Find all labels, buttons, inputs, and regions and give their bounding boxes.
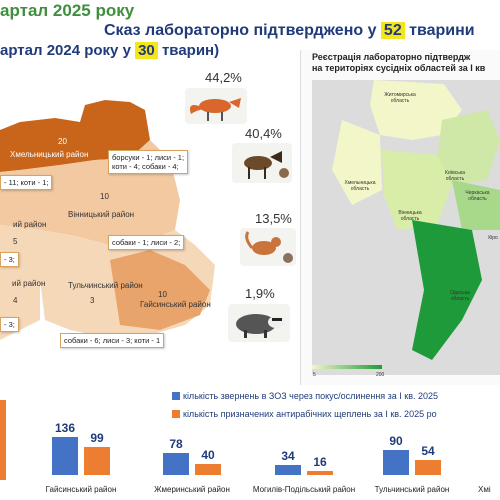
bar-chart: 136 99 Гайсинський район 78 40 Жмеринський ра…	[0, 395, 500, 500]
district-khmelnytskyi: Хмельницький район	[10, 150, 89, 159]
category-label: Гайсинський район	[45, 485, 117, 494]
dog-icon	[232, 143, 292, 183]
bar-blue-label: 78	[169, 437, 183, 452]
pct-fox: 44,2%	[205, 70, 242, 85]
oblast-kyiv: Київська область	[445, 170, 465, 182]
district-tulchynskyi: Тульчинський район	[68, 281, 143, 290]
title-period: артал 2025 року	[0, 1, 135, 20]
scale-min: 5	[313, 372, 316, 378]
oblast-khmelnytska: Хмельницька область	[344, 180, 376, 192]
district-name-left1: ий район	[13, 220, 47, 229]
pct-dog: 40,4%	[245, 126, 282, 141]
bar-blue	[52, 436, 78, 475]
note-haisynskyi: собаки - 6; лиси - 3; коти - 1	[60, 333, 165, 348]
bar-orange-label: 40	[201, 447, 215, 462]
bar-orange	[195, 463, 221, 475]
legend-blue-swatch	[172, 392, 180, 400]
district-haisynskyi: Гайсинський район	[140, 300, 211, 309]
legend-orange: кількість призначених антирабічних щепле…	[172, 409, 437, 419]
category-label: Могилів-Подільський район	[252, 485, 356, 494]
cat-icon	[240, 228, 296, 266]
district-count-tulchynskyi: 3	[90, 296, 95, 305]
legend-orange-swatch	[172, 410, 180, 418]
bar-orange	[415, 459, 441, 475]
category-label: Жмеринський район	[154, 485, 230, 494]
oblast-cherkaska: Черкаська область	[465, 190, 490, 202]
note-vinnytskyi: борсуки - 1; лиси - 1; коти - 4; собаки …	[108, 150, 189, 174]
district-count-left2: 4	[13, 296, 18, 305]
bar-partial-left	[0, 400, 6, 480]
fox-icon	[185, 88, 247, 124]
bar-orange-label: 16	[313, 454, 327, 469]
bar-blue	[163, 453, 189, 475]
bar-orange-label: 54	[421, 443, 435, 458]
oblast-vinnytska: Вінницька область	[398, 210, 422, 222]
note-tulchynskyi: собаки - 1; лиси - 2;	[108, 235, 185, 250]
title-confirmed: Сказ лабораторно підтверджено у 52 твари…	[104, 22, 475, 39]
district-count-haisynskyi: 10	[158, 290, 167, 299]
bar-blue-label: 90	[389, 433, 403, 448]
scale-max: 200	[376, 372, 385, 378]
pct-badger: 1,9%	[245, 286, 275, 301]
note-left2: - 3;	[0, 317, 19, 332]
ukraine-map	[312, 80, 500, 375]
note-left1: - 3;	[0, 252, 19, 267]
category-label: Хмі	[478, 485, 491, 494]
bar-blue-label: 136	[54, 420, 76, 435]
legend-blue: кількість звернень в ЗОЗ через покус/осл…	[172, 391, 438, 401]
bar-blue	[275, 465, 301, 475]
badger-icon	[228, 304, 290, 342]
note-khmelnytskyi: - 11; коти - 1;	[0, 175, 53, 190]
district-vinnytskyi: Вінницький район	[68, 210, 135, 219]
category-label: Тульчинський район	[374, 485, 450, 494]
bar-orange	[84, 447, 110, 475]
bar-blue-label: 34	[281, 449, 295, 464]
pct-cat: 13,5%	[255, 211, 292, 226]
confirmed-count: 52	[380, 22, 405, 39]
bar-orange	[307, 470, 333, 475]
oblast-zhytomyr: Житомирська область	[384, 92, 416, 104]
bar-orange-label: 99	[90, 431, 104, 446]
district-name-left2: ий район	[12, 279, 46, 288]
oblast-kiro: Кіро	[488, 235, 498, 241]
district-count-vinnytskyi: 10	[100, 192, 109, 201]
bar-blue	[383, 449, 409, 475]
ukraine-map-title: Реєстрація лабораторно підтвердж на тери…	[312, 52, 486, 73]
district-count-left1: 5	[13, 237, 18, 246]
previous-count: 30	[135, 42, 158, 59]
title-previous: артал 2024 року у 30 тварин)	[0, 42, 220, 59]
oblast-odeska: Одеська область	[450, 290, 470, 302]
bar-chart-bg	[0, 385, 500, 500]
district-count-khmelnytskyi: 20	[58, 137, 67, 146]
